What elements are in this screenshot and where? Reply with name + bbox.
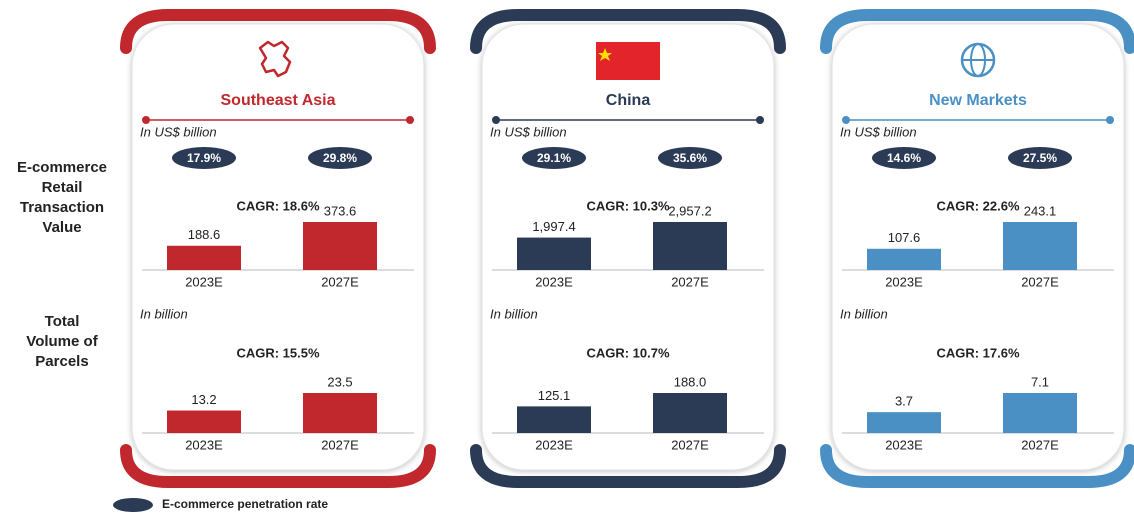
row-label: E-commerce bbox=[17, 159, 107, 176]
rule-dot bbox=[1106, 116, 1114, 124]
bottom-arc bbox=[820, 444, 1134, 488]
category-label: 2023E bbox=[535, 274, 573, 289]
unit-note: In US$ billion bbox=[490, 124, 567, 139]
flag-star bbox=[598, 48, 612, 61]
row-label: Parcels bbox=[35, 353, 88, 370]
value-label: 23.5 bbox=[327, 374, 352, 389]
bottom-arc bbox=[470, 444, 786, 488]
bar bbox=[1003, 393, 1077, 433]
unit-note: In billion bbox=[490, 306, 538, 321]
penetration-oval bbox=[658, 147, 722, 169]
rule-dot bbox=[406, 116, 414, 124]
category-label: 2023E bbox=[885, 274, 923, 289]
unit-note: In billion bbox=[840, 306, 888, 321]
row-label: Value bbox=[42, 219, 81, 236]
value-label: 13.2 bbox=[191, 392, 216, 407]
penetration-oval bbox=[872, 147, 936, 169]
map-icon bbox=[258, 40, 292, 78]
bar bbox=[1003, 222, 1077, 270]
bar bbox=[517, 406, 591, 433]
value-label: 7.1 bbox=[1031, 374, 1049, 389]
top-arc bbox=[470, 9, 786, 54]
rule-dot bbox=[142, 116, 150, 124]
penetration-label: 17.9% bbox=[187, 151, 221, 165]
cagr-label: CAGR: 15.5% bbox=[236, 345, 320, 360]
rule-dot bbox=[492, 116, 500, 124]
penetration-label: 29.1% bbox=[537, 151, 571, 165]
bar bbox=[517, 237, 591, 270]
penetration-label: 35.6% bbox=[673, 151, 707, 165]
value-label: 188.0 bbox=[674, 374, 707, 389]
value-label: 373.6 bbox=[324, 203, 357, 218]
unit-note: In US$ billion bbox=[840, 124, 917, 139]
rule-dot bbox=[842, 116, 850, 124]
category-label: 2027E bbox=[321, 437, 359, 452]
panel-title: Southeast Asia bbox=[221, 92, 336, 109]
category-label: 2027E bbox=[1021, 437, 1059, 452]
bottom-arc bbox=[120, 444, 436, 488]
card bbox=[831, 23, 1125, 471]
panel-title: China bbox=[606, 92, 651, 109]
cagr-label: CAGR: 10.3% bbox=[586, 198, 670, 213]
category-label: 2027E bbox=[671, 437, 709, 452]
penetration-oval bbox=[1008, 147, 1072, 169]
penetration-oval bbox=[308, 147, 372, 169]
penetration-label: 29.8% bbox=[323, 151, 357, 165]
top-arc bbox=[120, 9, 436, 54]
penetration-label: 14.6% bbox=[887, 151, 921, 165]
rule-dot bbox=[756, 116, 764, 124]
penetration-oval bbox=[172, 147, 236, 169]
legend-swatch bbox=[113, 498, 153, 512]
bar bbox=[867, 412, 941, 433]
legend-label: E-commerce penetration rate bbox=[162, 497, 328, 511]
bar bbox=[867, 248, 941, 270]
bar bbox=[167, 410, 241, 433]
category-label: 2023E bbox=[535, 437, 573, 452]
row-label: Total bbox=[45, 313, 80, 330]
category-label: 2027E bbox=[321, 274, 359, 289]
category-label: 2023E bbox=[885, 437, 923, 452]
penetration-oval bbox=[522, 147, 586, 169]
row-label: Volume of bbox=[26, 333, 98, 350]
top-arc bbox=[820, 9, 1134, 54]
card bbox=[131, 23, 425, 471]
panel-title: New Markets bbox=[929, 92, 1027, 109]
unit-note: In billion bbox=[140, 306, 188, 321]
cagr-label: CAGR: 17.6% bbox=[936, 345, 1020, 360]
cagr-label: CAGR: 18.6% bbox=[236, 198, 320, 213]
value-label: 1,997.4 bbox=[532, 219, 575, 234]
category-label: 2023E bbox=[185, 274, 223, 289]
category-label: 2023E bbox=[185, 437, 223, 452]
category-label: 2027E bbox=[671, 274, 709, 289]
value-label: 3.7 bbox=[895, 394, 913, 409]
row-label: Transaction bbox=[20, 199, 104, 216]
bar bbox=[653, 393, 727, 433]
value-label: 107.6 bbox=[888, 230, 921, 245]
bar bbox=[653, 222, 727, 270]
category-label: 2027E bbox=[1021, 274, 1059, 289]
card bbox=[481, 23, 775, 471]
value-label: 243.1 bbox=[1024, 203, 1057, 218]
cagr-label: CAGR: 22.6% bbox=[936, 198, 1020, 213]
unit-note: In US$ billion bbox=[140, 124, 217, 139]
flag-icon bbox=[596, 42, 660, 80]
bar bbox=[303, 393, 377, 433]
value-label: 125.1 bbox=[538, 388, 571, 403]
value-label: 188.6 bbox=[188, 227, 221, 242]
value-label: 2,957.2 bbox=[668, 203, 711, 218]
row-label: Retail bbox=[42, 179, 83, 196]
penetration-label: 27.5% bbox=[1023, 151, 1057, 165]
cagr-label: CAGR: 10.7% bbox=[586, 345, 670, 360]
bar bbox=[167, 245, 241, 270]
bar bbox=[303, 222, 377, 270]
